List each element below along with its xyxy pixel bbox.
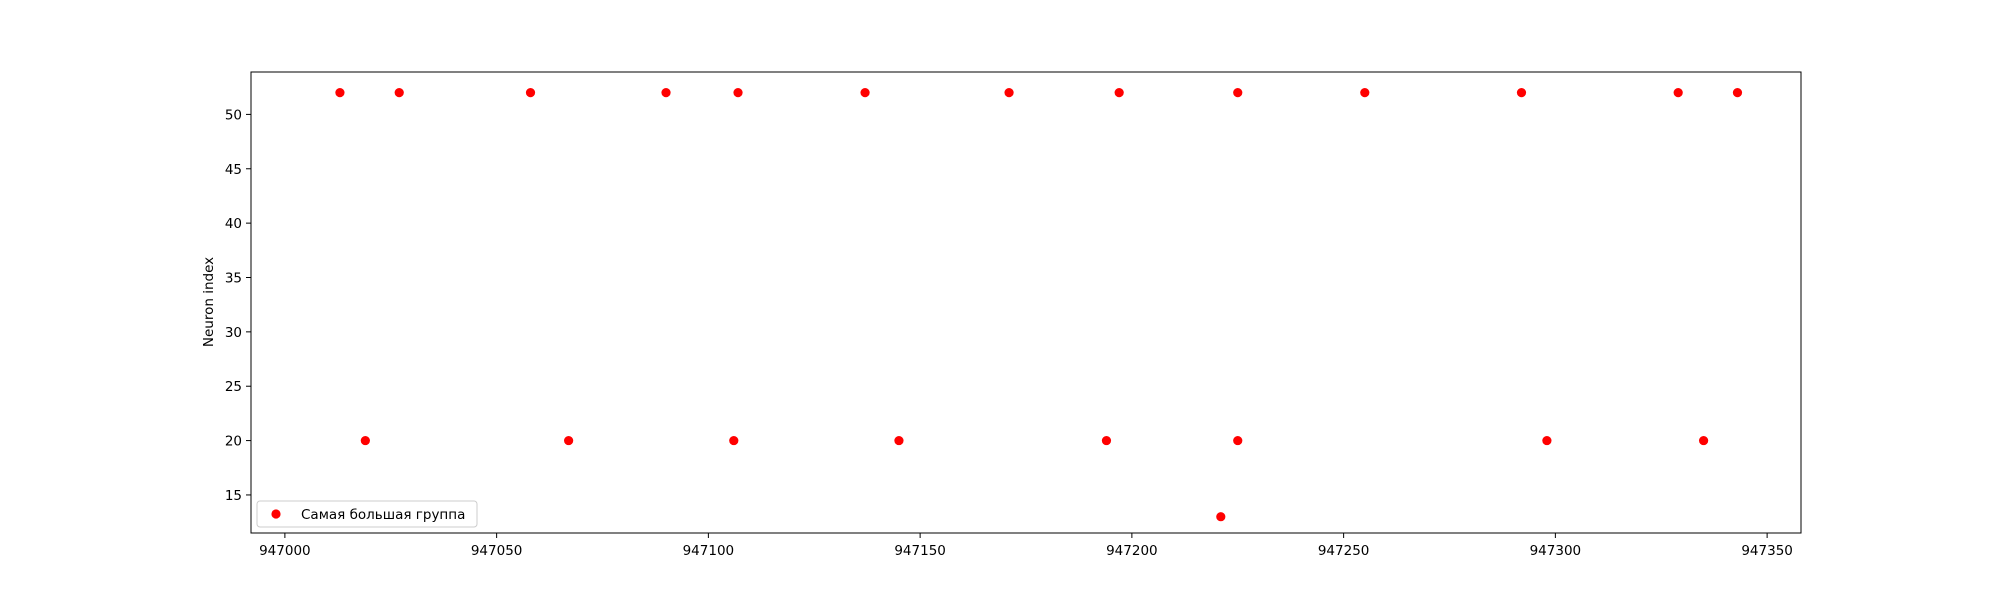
y-tick-label: 45 xyxy=(225,162,242,178)
legend-marker xyxy=(271,509,281,519)
data-point xyxy=(1542,435,1552,446)
x-tick-label: 947200 xyxy=(1106,543,1158,559)
data-point xyxy=(1233,88,1243,98)
x-tick-label: 947350 xyxy=(1741,543,1793,559)
x-tick-label: 947100 xyxy=(683,543,735,559)
data-point xyxy=(1698,435,1709,446)
data-point xyxy=(1114,88,1124,98)
data-point xyxy=(733,88,743,98)
data-point xyxy=(525,88,536,98)
legend-box xyxy=(256,500,478,528)
x-tick-label: 947000 xyxy=(259,543,311,559)
y-axis: 15 20 25 30 35 40 45 50 xyxy=(225,107,251,504)
legend-label: Самая большая группа xyxy=(301,507,465,523)
y-tick-label: 40 xyxy=(225,216,242,232)
data-point xyxy=(335,88,345,98)
data-point xyxy=(860,88,870,98)
x-tick-label: 947250 xyxy=(1318,543,1370,559)
data-point xyxy=(394,88,404,98)
x-tick-label: 947050 xyxy=(471,543,523,559)
x-tick-label: 947150 xyxy=(894,543,946,559)
y-tick-label: 30 xyxy=(225,325,242,341)
data-point xyxy=(1516,88,1527,98)
y-tick-label: 15 xyxy=(225,488,242,504)
data-point xyxy=(1216,512,1226,522)
y-tick-label: 20 xyxy=(225,434,242,450)
data-points xyxy=(335,88,1743,522)
data-point xyxy=(1101,435,1112,446)
plot-area xyxy=(250,71,1802,534)
data-point xyxy=(894,435,904,446)
y-tick-label: 25 xyxy=(225,379,242,395)
data-point xyxy=(1360,88,1370,98)
x-axis: 947000 947050 947100 947150 947200 947250 9473… xyxy=(259,533,1793,559)
x-tick-label: 947300 xyxy=(1530,543,1582,559)
y-tick-label: 35 xyxy=(225,270,242,286)
data-point xyxy=(564,435,574,446)
data-point xyxy=(661,88,671,98)
data-point xyxy=(729,435,739,446)
y-tick-label: 50 xyxy=(225,107,242,123)
data-point xyxy=(1004,88,1014,98)
y-axis-label: Neuron index xyxy=(201,257,217,347)
data-point xyxy=(1673,88,1683,98)
legend: Самая большая группа xyxy=(256,500,478,528)
data-point xyxy=(360,435,370,446)
data-point xyxy=(1732,88,1743,98)
data-point xyxy=(1233,435,1243,446)
